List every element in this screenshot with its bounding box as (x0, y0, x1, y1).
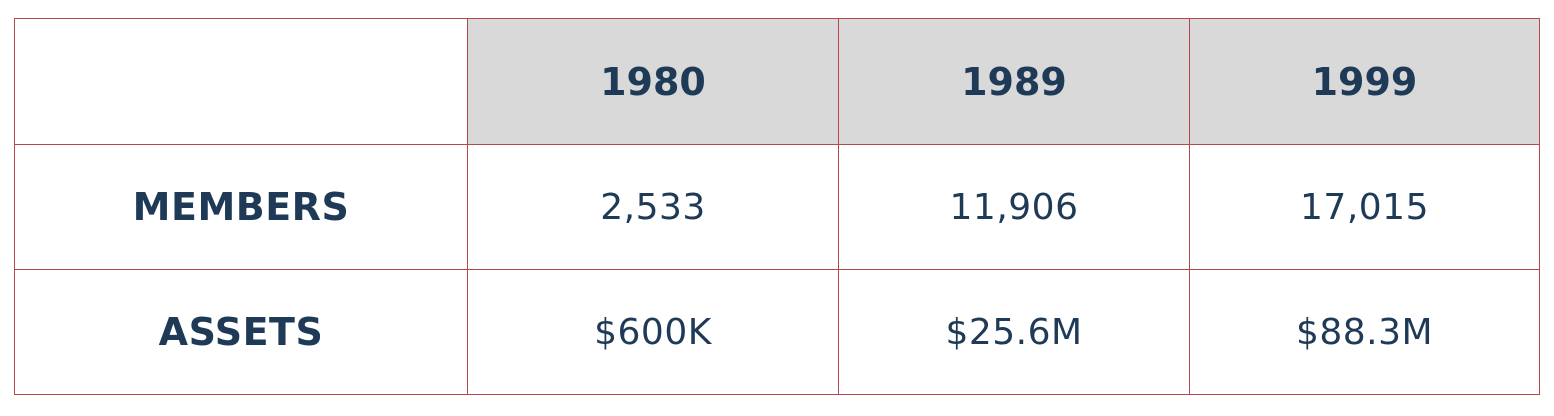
column-header: 1999 (1189, 18, 1540, 145)
data-table: 1980 1989 1999 MEMBERS 2,533 11,906 17,0… (14, 18, 1540, 395)
header-row: 1980 1989 1999 (14, 18, 1540, 145)
column-header: 1980 (467, 18, 839, 145)
table-cell: $600K (467, 269, 839, 395)
table-row: MEMBERS 2,533 11,906 17,015 (14, 144, 1540, 270)
row-label: MEMBERS (14, 144, 468, 270)
table-cell: 17,015 (1189, 144, 1540, 270)
table-row: ASSETS $600K $25.6M $88.3M (14, 269, 1540, 395)
table-cell: $88.3M (1189, 269, 1540, 395)
table-cell: 11,906 (838, 144, 1190, 270)
row-label: ASSETS (14, 269, 468, 395)
table-cell: 2,533 (467, 144, 839, 270)
corner-cell (14, 18, 468, 145)
table-cell: $25.6M (838, 269, 1190, 395)
column-header: 1989 (838, 18, 1190, 145)
